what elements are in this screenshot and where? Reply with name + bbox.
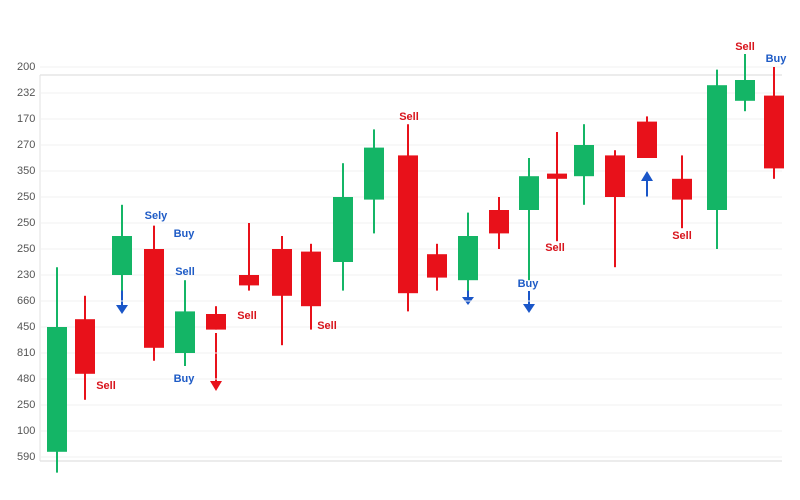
- candle-body: [144, 249, 164, 348]
- candle-body: [574, 145, 594, 177]
- annotation: Sely: [145, 210, 169, 222]
- arrows: [116, 171, 653, 391]
- candle-body: [301, 251, 321, 307]
- annotation: Buy: [518, 278, 540, 290]
- candle-body: [75, 319, 95, 374]
- candle-body: [489, 210, 509, 234]
- annotation: Buy: [766, 53, 788, 65]
- annotation: Sell: [672, 230, 692, 242]
- candle-body: [112, 236, 132, 275]
- candle-body: [519, 176, 539, 210]
- y-axis-label: 480: [17, 373, 35, 385]
- y-axis-label: 590: [17, 451, 35, 463]
- candle-body: [637, 121, 657, 158]
- candle-body: [239, 275, 259, 286]
- y-axis-label: 232: [17, 87, 35, 99]
- candle-body: [47, 327, 67, 452]
- y-axis-label: 660: [17, 295, 35, 307]
- candle-body: [206, 314, 226, 330]
- candle-body: [427, 254, 447, 278]
- y-axis-label: 200: [17, 61, 35, 73]
- annotation: Sell: [735, 41, 755, 53]
- annotation: Sell: [175, 266, 195, 278]
- annotation: Sell: [399, 111, 419, 123]
- candle-body: [547, 173, 567, 179]
- candle-body: [707, 85, 727, 210]
- y-axis-label: 230: [17, 269, 35, 281]
- annotation: Sell: [237, 310, 257, 322]
- annotation: Buy: [174, 228, 196, 240]
- candle-body: [605, 155, 625, 197]
- annotation: Sell: [96, 380, 116, 392]
- candle-body: [672, 178, 692, 200]
- y-axis-label: 170: [17, 113, 35, 125]
- candle-body: [272, 249, 292, 296]
- candle-body: [764, 95, 784, 169]
- annotation: Buy: [174, 373, 196, 385]
- candle-body: [333, 197, 353, 262]
- y-axis-label: 250: [17, 191, 35, 203]
- candle-body: [458, 236, 478, 281]
- annotation: Sell: [545, 242, 565, 254]
- candle-body: [398, 155, 418, 294]
- y-axis-label: 250: [17, 399, 35, 411]
- y-axis-label: 810: [17, 347, 35, 359]
- y-axis-label: 450: [17, 321, 35, 333]
- candle-body: [175, 311, 195, 353]
- candle-body: [735, 80, 755, 101]
- annotation: Sell: [317, 320, 337, 332]
- y-axis-label: 350: [17, 165, 35, 177]
- y-axis-label: 100: [17, 425, 35, 437]
- y-axis-label: 250: [17, 243, 35, 255]
- y-axis-label: 270: [17, 139, 35, 151]
- candle-body: [364, 147, 384, 200]
- y-axis-label: 250: [17, 217, 35, 229]
